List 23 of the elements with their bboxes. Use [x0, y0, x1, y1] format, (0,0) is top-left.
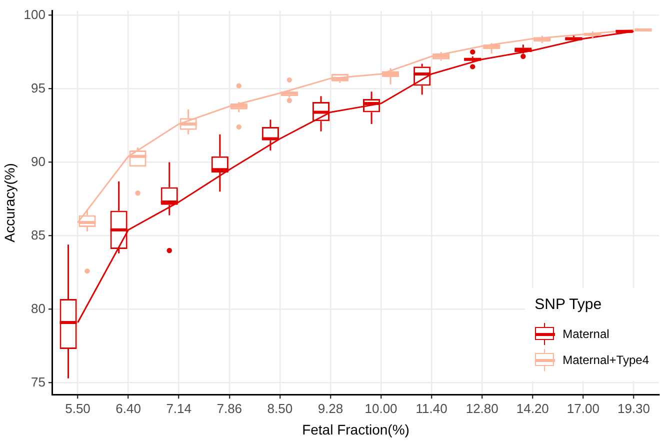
x-tick-label: 11.40 [416, 400, 448, 416]
x-tick-label: 7.14 [166, 400, 192, 416]
x-axis-title: Fetal Fraction(%) [302, 421, 410, 438]
legend-label: Maternal+Type4 [562, 353, 649, 367]
x-tick-label: 12.80 [466, 400, 498, 416]
legend-title: SNP Type [534, 296, 603, 313]
x-tick-label: 5.50 [65, 400, 90, 416]
y-tick-label: 80 [31, 300, 46, 316]
y-axis-title: Accuracy(%) [1, 163, 18, 242]
x-tick-label: 10.00 [364, 400, 398, 416]
y-tick-label: 100 [24, 6, 46, 22]
y-tick-label: 90 [31, 154, 46, 169]
y-tick-label: 85 [31, 227, 46, 242]
x-tick-label: 19.30 [617, 400, 650, 416]
x-tick-label: 7.86 [216, 400, 242, 416]
x-tick-label: 6.40 [116, 400, 141, 416]
x-tick-label: 8.50 [267, 400, 293, 416]
x-tick-label: 14.20 [516, 400, 549, 416]
x-tick-label: 17.00 [566, 400, 600, 416]
y-tick-label: 75 [31, 374, 46, 390]
y-tick-label: 95 [31, 80, 46, 96]
legend-label: Maternal [562, 327, 610, 341]
x-tick-label: 9.28 [318, 400, 344, 416]
